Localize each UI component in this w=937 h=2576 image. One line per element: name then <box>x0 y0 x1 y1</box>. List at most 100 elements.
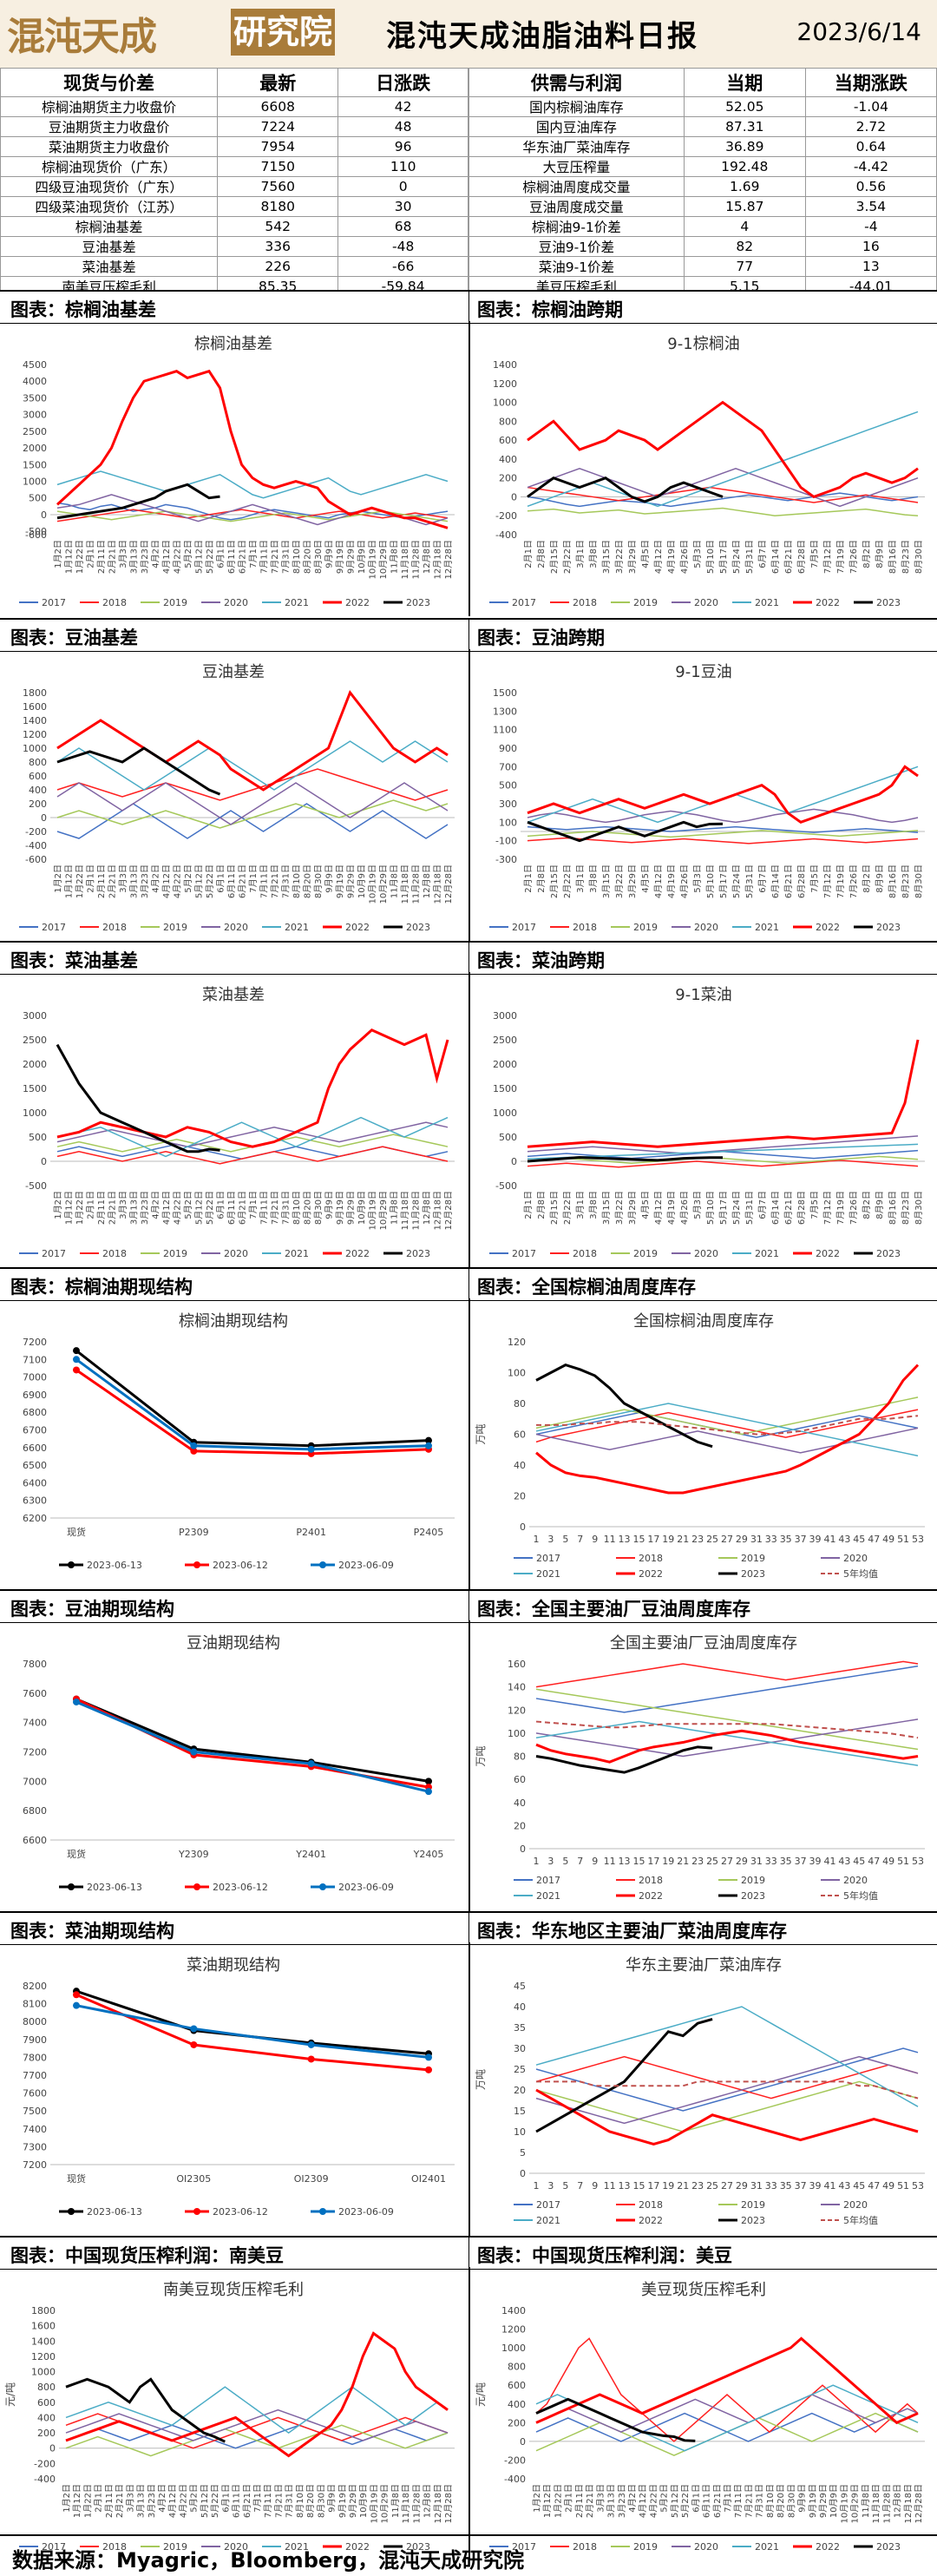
x-tick-label: 11月18日 <box>400 540 410 579</box>
series-line-2017 <box>65 2424 449 2449</box>
x-tick-label: 3月23日 <box>140 864 150 898</box>
legend-label: 2023-06-13 <box>87 2206 142 2218</box>
x-tick-label: 11月18日 <box>871 2484 881 2523</box>
x-tick-label: 2月22日 <box>562 1191 573 1225</box>
legend-label: 2021 <box>755 2541 779 2553</box>
x-tick-label: 21 <box>677 2180 689 2192</box>
x-tick-label: 13 <box>619 2180 631 2192</box>
data-point <box>425 1788 432 1796</box>
legend-label: 2018 <box>639 1553 663 1564</box>
x-tick-label: 2月11日 <box>96 1191 107 1225</box>
x-tick-label: 7月31日 <box>281 1191 292 1225</box>
row-label: 菜油基差 <box>0 256 219 277</box>
x-tick-label: 2月1日 <box>564 2484 574 2513</box>
y-tick-label: 100 <box>508 1368 526 1379</box>
x-tick-label: 6月28日 <box>796 540 807 574</box>
y-tick-label: 100 <box>499 817 517 828</box>
x-tick-label: 4月12日 <box>161 1191 172 1225</box>
y-tick-label: 40 <box>514 1797 526 1809</box>
x-tick-label: 4月19日 <box>666 540 677 574</box>
x-tick-label: 2月15日 <box>549 864 560 898</box>
y-tick-label: 1200 <box>493 378 517 390</box>
y-tick-label: 10 <box>514 2126 526 2138</box>
y-tick-label: 3000 <box>23 1010 47 1022</box>
y-tick-label: 1500 <box>493 687 517 699</box>
row-label: 棕榈油期货主力收盘价 <box>0 96 219 117</box>
y-tick-label: 400 <box>37 2412 56 2423</box>
x-tick-label: 7月11日 <box>733 2484 744 2518</box>
legend-label: 2019 <box>741 2199 765 2211</box>
x-tick-label: 6月11日 <box>226 1191 237 1225</box>
y-tick-label: 1000 <box>501 2343 526 2354</box>
legend-label: 2023 <box>406 922 430 933</box>
y-tick-label: -500 <box>25 526 47 537</box>
y-tick-label: 160 <box>508 1659 526 1670</box>
x-tick-label: 6月1日 <box>216 540 226 568</box>
x-tick-label: 43 <box>838 1534 850 1545</box>
legend-label: 2023 <box>876 922 901 933</box>
x-tick-label: 1月12日 <box>72 2484 82 2518</box>
data-point <box>73 1347 80 1355</box>
x-tick-label: 23 <box>691 2180 704 2192</box>
chart-panel-c7: 棕榈油期现结构 7200 7100 7000 6900 6800 6700 6600 6500 6… <box>0 1300 467 1587</box>
chart-panel-c9: 豆油期现结构 7800 7600 7400 7200 7000 6800 6600 现货 Y230… <box>0 1622 467 1909</box>
y-tick-label: 0 <box>41 812 47 824</box>
x-tick-label: 7月21日 <box>270 864 280 898</box>
y-tick-label: 7100 <box>23 1354 47 1365</box>
x-tick-label: 11 <box>604 1534 616 1545</box>
y-tick-label: 600 <box>37 2397 56 2408</box>
legend-marker <box>193 2208 200 2215</box>
x-tick-label: 33 <box>765 1534 777 1545</box>
row-label: 国内豆油库存 <box>468 116 685 137</box>
x-tick-label: 3月15日 <box>601 1191 612 1225</box>
legend-label: 2023 <box>741 1890 765 1902</box>
series-line-2021 <box>535 1720 919 1766</box>
x-tick-label: 49 <box>882 1856 894 1867</box>
x-tick-label: 9月29日 <box>818 2484 829 2518</box>
chart-panel-c1: 棕榈油基差 4500 4000 3500 3000 2500 2000 1500 1000 500… <box>0 323 467 614</box>
legend-label: 2017 <box>512 2541 536 2553</box>
x-tick-label: 5月3日 <box>692 540 703 568</box>
x-tick-label: 6月1日 <box>220 2484 231 2513</box>
legend-label: 2021 <box>285 2541 309 2553</box>
x-tick-label: 7月19日 <box>835 1191 846 1225</box>
x-tick-label: 10月29日 <box>378 1191 389 1230</box>
x-tick-label: 3 <box>547 1856 554 1867</box>
y-tick-label: 40 <box>514 1460 526 1471</box>
x-tick-label: 5月12日 <box>194 540 205 574</box>
x-tick-label: 43 <box>838 2180 850 2192</box>
panel-divider <box>468 1942 470 2236</box>
row-change: 3.54 <box>804 196 937 217</box>
legend-label: 2023-06-12 <box>213 2206 268 2218</box>
table-row: 棕榈油期货主力收盘价 6608 42 <box>0 96 468 117</box>
x-tick-label: 23 <box>691 1856 704 1867</box>
legend-label: 2017 <box>536 1875 560 1886</box>
report-header: 混沌天成 研究院 混沌天成油脂油料日报 2023/6/14 <box>0 0 937 68</box>
table-row: 国内豆油库存 87.31 2.72 <box>468 116 937 137</box>
y-tick-label: 1500 <box>23 1083 47 1094</box>
section-title-right: 图表：全国棕榈油周度库存 <box>477 1277 696 1298</box>
series-line-2023 <box>527 820 724 843</box>
x-tick-label: 5月12日 <box>194 864 205 898</box>
x-tick-label: 11月28日 <box>411 864 422 904</box>
table-row: 菜油期货主力收盘价 7954 96 <box>0 136 468 157</box>
y-tick-label: 0 <box>520 2168 526 2179</box>
legend-label: 2018 <box>573 2541 597 2553</box>
x-tick-label: 7月11日 <box>259 864 270 898</box>
col-header-change: 日涨跌 <box>337 68 468 97</box>
x-tick-label: 4月12日 <box>167 2484 178 2518</box>
series-line-5年均值 <box>536 2080 919 2100</box>
row-change: -66 <box>337 256 468 277</box>
x-tick-label: 51 <box>897 2180 909 2192</box>
section-title-left: 图表：棕榈油基差 <box>10 299 156 320</box>
x-tick-label: 9月9日 <box>324 864 335 893</box>
x-tick-label: 10月19日 <box>369 2484 379 2523</box>
x-tick-label: 2月21日 <box>108 1191 118 1225</box>
series-line-2023 <box>527 476 724 503</box>
x-tick-label: 7月21日 <box>270 540 280 574</box>
x-tick-label: 6月21日 <box>242 2484 252 2518</box>
legend-label: 2022 <box>816 1248 840 1259</box>
x-tick-label: 39 <box>809 1534 822 1545</box>
x-tick-label: 1月22日 <box>75 864 85 898</box>
y-tick-label: 800 <box>499 416 517 427</box>
